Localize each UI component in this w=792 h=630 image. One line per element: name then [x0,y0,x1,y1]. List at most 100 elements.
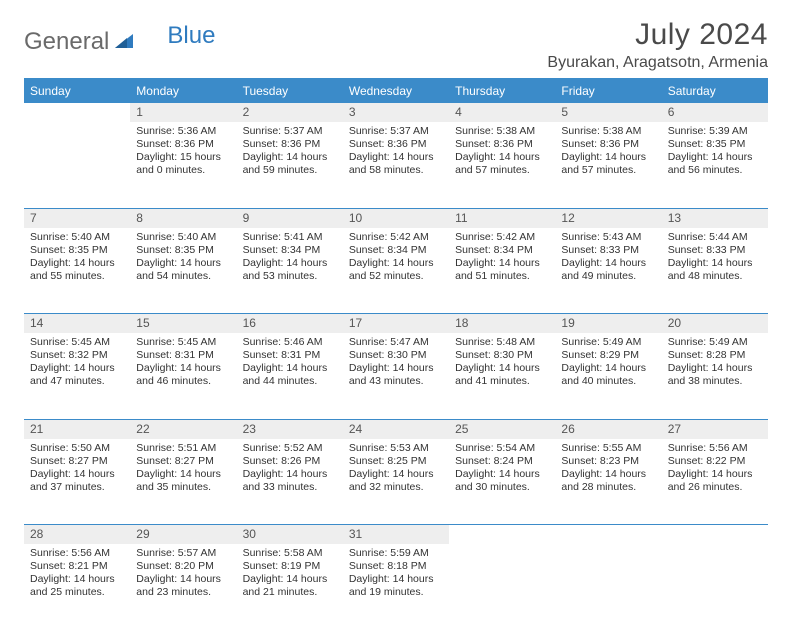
day-number-cell: 28 [24,525,130,545]
day-number-cell: 15 [130,314,236,334]
daylight-text: Daylight: 14 hours [349,151,443,164]
sunset-text: Sunset: 8:28 PM [668,349,762,362]
week-row: Sunrise: 5:40 AMSunset: 8:35 PMDaylight:… [24,228,768,314]
sunset-text: Sunset: 8:35 PM [136,244,230,257]
day-number-cell [449,525,555,545]
sunset-text: Sunset: 8:34 PM [455,244,549,257]
daylight-text: Daylight: 14 hours [136,468,230,481]
daylight-text: and 38 minutes. [668,375,762,388]
daylight-text: and 51 minutes. [455,270,549,283]
daylight-text: Daylight: 14 hours [30,468,124,481]
week-row: Sunrise: 5:56 AMSunset: 8:21 PMDaylight:… [24,544,768,630]
day-header: Sunday [24,80,130,103]
sunset-text: Sunset: 8:31 PM [243,349,337,362]
daylight-text: and 40 minutes. [561,375,655,388]
day-number-cell [662,525,768,545]
location-subtitle: Byurakan, Aragatsotn, Armenia [547,54,768,72]
day-number-cell: 11 [449,208,555,228]
day-cell: Sunrise: 5:45 AMSunset: 8:32 PMDaylight:… [24,333,130,419]
day-number-cell: 27 [662,419,768,439]
daylight-text: and 0 minutes. [136,164,230,177]
day-cell [449,544,555,630]
sunset-text: Sunset: 8:36 PM [561,138,655,151]
sunrise-text: Sunrise: 5:51 AM [136,442,230,455]
day-number-cell: 1 [130,103,236,123]
sunrise-text: Sunrise: 5:45 AM [30,336,124,349]
daylight-text: and 54 minutes. [136,270,230,283]
day-number-cell: 12 [555,208,661,228]
day-number-cell: 30 [237,525,343,545]
daylight-text: Daylight: 14 hours [30,362,124,375]
sunrise-text: Sunrise: 5:56 AM [30,547,124,560]
day-cell: Sunrise: 5:42 AMSunset: 8:34 PMDaylight:… [449,228,555,314]
sunset-text: Sunset: 8:22 PM [668,455,762,468]
sunrise-text: Sunrise: 5:48 AM [455,336,549,349]
day-header: Saturday [662,80,768,103]
day-cell: Sunrise: 5:48 AMSunset: 8:30 PMDaylight:… [449,333,555,419]
sunset-text: Sunset: 8:32 PM [30,349,124,362]
daylight-text: and 58 minutes. [349,164,443,177]
day-number-cell: 18 [449,314,555,334]
day-number-cell: 9 [237,208,343,228]
day-cell: Sunrise: 5:46 AMSunset: 8:31 PMDaylight:… [237,333,343,419]
sunset-text: Sunset: 8:33 PM [561,244,655,257]
day-header: Monday [130,80,236,103]
sunset-text: Sunset: 8:34 PM [243,244,337,257]
sunset-text: Sunset: 8:36 PM [455,138,549,151]
sunrise-text: Sunrise: 5:42 AM [455,231,549,244]
day-cell: Sunrise: 5:42 AMSunset: 8:34 PMDaylight:… [343,228,449,314]
day-cell: Sunrise: 5:38 AMSunset: 8:36 PMDaylight:… [555,122,661,208]
week-row: Sunrise: 5:36 AMSunset: 8:36 PMDaylight:… [24,122,768,208]
sunset-text: Sunset: 8:35 PM [668,138,762,151]
daylight-text: Daylight: 14 hours [561,151,655,164]
logo: General Blue [24,18,215,56]
sunrise-text: Sunrise: 5:59 AM [349,547,443,560]
daylight-text: Daylight: 14 hours [243,257,337,270]
day-cell: Sunrise: 5:38 AMSunset: 8:36 PMDaylight:… [449,122,555,208]
daylight-text: Daylight: 14 hours [561,362,655,375]
daylight-text: Daylight: 14 hours [349,257,443,270]
daylight-text: and 33 minutes. [243,481,337,494]
sunrise-text: Sunrise: 5:49 AM [561,336,655,349]
daylight-text: Daylight: 14 hours [30,573,124,586]
daylight-text: and 52 minutes. [349,270,443,283]
day-cell: Sunrise: 5:50 AMSunset: 8:27 PMDaylight:… [24,439,130,525]
sunrise-text: Sunrise: 5:40 AM [136,231,230,244]
day-cell: Sunrise: 5:49 AMSunset: 8:28 PMDaylight:… [662,333,768,419]
sunrise-text: Sunrise: 5:44 AM [668,231,762,244]
daylight-text: and 25 minutes. [30,586,124,599]
daylight-text: and 43 minutes. [349,375,443,388]
logo-text-blue: Blue [167,22,215,50]
daylight-text: and 35 minutes. [136,481,230,494]
daylight-text: and 47 minutes. [30,375,124,388]
day-cell [662,544,768,630]
daylight-text: Daylight: 14 hours [668,468,762,481]
sunrise-text: Sunrise: 5:46 AM [243,336,337,349]
daylight-text: and 26 minutes. [668,481,762,494]
sunset-text: Sunset: 8:30 PM [455,349,549,362]
day-cell: Sunrise: 5:56 AMSunset: 8:21 PMDaylight:… [24,544,130,630]
sunset-text: Sunset: 8:23 PM [561,455,655,468]
day-cell: Sunrise: 5:37 AMSunset: 8:36 PMDaylight:… [237,122,343,208]
daylight-text: Daylight: 14 hours [561,468,655,481]
daylight-text: and 28 minutes. [561,481,655,494]
day-number-cell: 31 [343,525,449,545]
daylight-text: Daylight: 14 hours [243,362,337,375]
sunset-text: Sunset: 8:18 PM [349,560,443,573]
daylight-text: Daylight: 14 hours [349,573,443,586]
sunrise-text: Sunrise: 5:38 AM [455,125,549,138]
sunset-text: Sunset: 8:19 PM [243,560,337,573]
sunset-text: Sunset: 8:21 PM [30,560,124,573]
day-cell: Sunrise: 5:59 AMSunset: 8:18 PMDaylight:… [343,544,449,630]
sunset-text: Sunset: 8:34 PM [349,244,443,257]
daylight-text: and 21 minutes. [243,586,337,599]
day-cell: Sunrise: 5:56 AMSunset: 8:22 PMDaylight:… [662,439,768,525]
week-row: Sunrise: 5:45 AMSunset: 8:32 PMDaylight:… [24,333,768,419]
daylight-text: and 46 minutes. [136,375,230,388]
sunrise-text: Sunrise: 5:54 AM [455,442,549,455]
sunset-text: Sunset: 8:35 PM [30,244,124,257]
sunrise-text: Sunrise: 5:37 AM [243,125,337,138]
daylight-text: Daylight: 14 hours [243,151,337,164]
sunrise-text: Sunrise: 5:47 AM [349,336,443,349]
sunrise-text: Sunrise: 5:39 AM [668,125,762,138]
